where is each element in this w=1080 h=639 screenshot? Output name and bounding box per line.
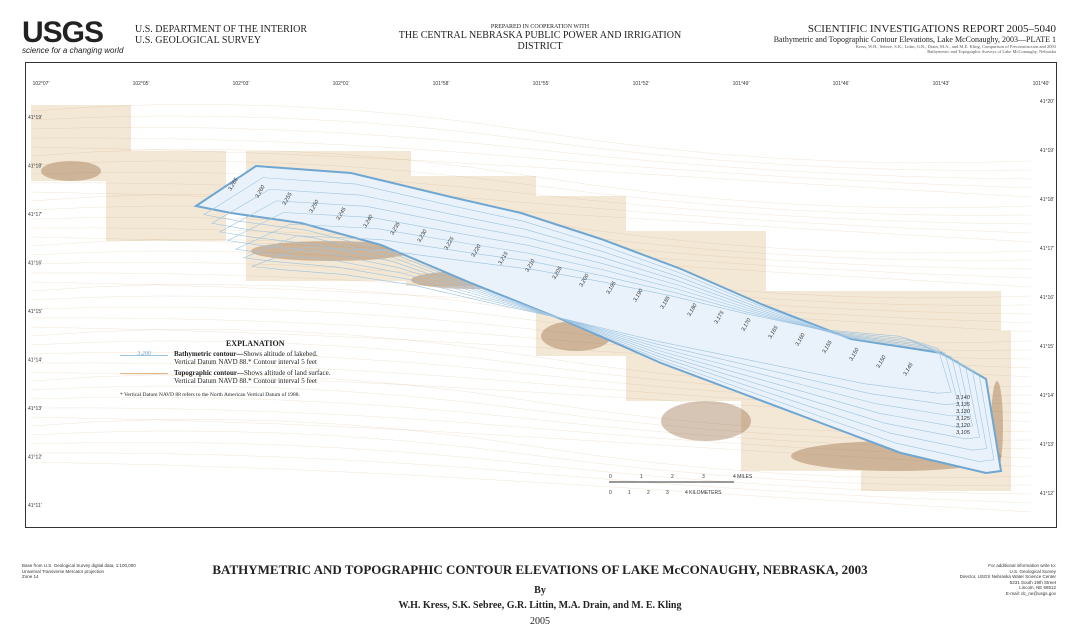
scale-km-label: 2 [647,490,650,496]
right-latitude-label: 41°17' [1040,246,1054,252]
authors: W.H. Kress, S.K. Sebree, G.R. Littin, M.… [398,600,682,611]
topographic-legend-line [120,369,168,374]
left-latitude-label: 41°15' [28,309,42,315]
year: 2005 [530,616,550,627]
left-latitude-label: 41°16' [28,261,42,267]
right-latitude-label: 41°18' [1040,197,1054,203]
contour-label: 3,135 [956,402,971,408]
contour-label: 3,125 [956,416,971,422]
top-longitude-label: 102°07' [33,81,50,87]
plate-title: BATHYMETRIC AND TOPOGRAPHIC CONTOUR ELEV… [212,562,868,577]
bathymetric-contour [211,188,988,451]
usgs-logo: USGS science for a changing world [22,16,124,55]
topographic-contour [30,104,1032,164]
right-latitude-label: 41°20' [1040,99,1054,105]
top-longitude-label: 101°52' [633,81,650,87]
base-note: Base from U.S. Geological Survey digital… [22,563,136,579]
right-latitude-label: 41°19' [1040,148,1054,154]
top-longitude-label: 101°43' [933,81,950,87]
bathymetric-contour [242,235,959,405]
topographic-contour [30,430,1032,486]
bathymetric-contour [251,247,952,394]
bathymetric-contour [203,177,995,462]
topographic-contour [30,452,1032,504]
topographic-contour [30,172,1032,225]
left-latitude-label: 41°12' [28,455,42,461]
top-longitude-label: 101°46' [833,81,850,87]
cooperation: PREPARED IN COOPERATION WITH THE CENTRAL … [398,24,682,52]
contour-label: 3,105 [956,430,971,436]
scale-km-label: 1 [628,490,631,496]
left-latitude-label: 41°13' [28,406,42,412]
contour-label: 3,130 [956,409,971,415]
right-latitude-label: 41°12' [1040,491,1054,497]
info-address: For additional information write to: U.S.… [959,563,1056,596]
scale-mile-label: 0 [609,474,612,480]
shaded-bluff [41,161,101,181]
contour-label: 3,120 [956,423,971,429]
shaded-bluff [661,401,751,441]
topographic-contour [30,137,1032,189]
topographic-contour [30,149,1032,209]
by-line: By [534,585,546,596]
scale-mile-label: 4 MILES [733,474,753,480]
bathymetric-contour [234,223,966,417]
land-area-1 [106,151,226,241]
top-longitude-label: 101°49' [733,81,750,87]
scale-mile-label: 2 [671,474,674,480]
top-longitude-label: 102°05' [133,81,150,87]
topographic-contour [30,182,1032,234]
left-latitude-label: 41°18' [28,164,42,170]
department: U.S. DEPARTMENT OF THE INTERIOR U.S. GEOL… [135,24,308,46]
topographic-contour [30,115,1032,171]
explanation: EXPLANATION 3,200 Bathymetric contour—Sh… [120,339,331,398]
right-latitude-label: 41°14' [1040,393,1054,399]
map-canvas: 3,265 3,260 3,255 3,250 3,245 3,240 3,235 3,230… [28,81,1054,535]
topographic-contour [30,127,1032,180]
topographic-contour [30,160,1032,216]
scale-mile-label: 1 [640,474,643,480]
top-longitude-label: 101°55' [533,81,550,87]
report-info: SCIENTIFIC INVESTIGATIONS REPORT 2005–50… [773,23,1056,54]
lake-mcconaughy [193,164,1003,475]
top-longitude-label: 102°03' [233,81,250,87]
left-latitude-label: 41°19' [28,115,42,121]
right-latitude-label: 41°15' [1040,344,1054,350]
top-longitude-label: 101°40' [1033,81,1050,87]
scale-mile-label: 3 [702,474,705,480]
top-longitude-label: 102°01' [333,81,350,87]
topographic-contour [30,442,1032,495]
right-latitude-label: 41°13' [1040,442,1054,448]
topographic-contour [30,397,1032,450]
scale-km-label: 3 [666,490,669,496]
contour-label: 3,140 [956,395,971,401]
scale-km-label: 4 KILOMETERS [685,490,722,496]
left-latitude-label: 41°17' [28,212,42,218]
topographic-contour [30,407,1032,459]
map-frame: 3,265 3,260 3,255 3,250 3,245 3,240 3,235 3,230… [25,62,1057,535]
topographic-contour [30,419,1032,479]
bathymetric-contour [226,212,973,428]
bathymetric-contour [218,200,980,440]
right-latitude-label: 41°16' [1040,295,1054,301]
left-latitude-label: 41°14' [28,358,42,364]
top-longitude-label: 101°58' [433,81,450,87]
scale-km-label: 0 [609,490,612,496]
left-latitude-label: 41°11' [28,503,42,509]
bathymetric-legend-line: 3,200 [120,350,168,357]
